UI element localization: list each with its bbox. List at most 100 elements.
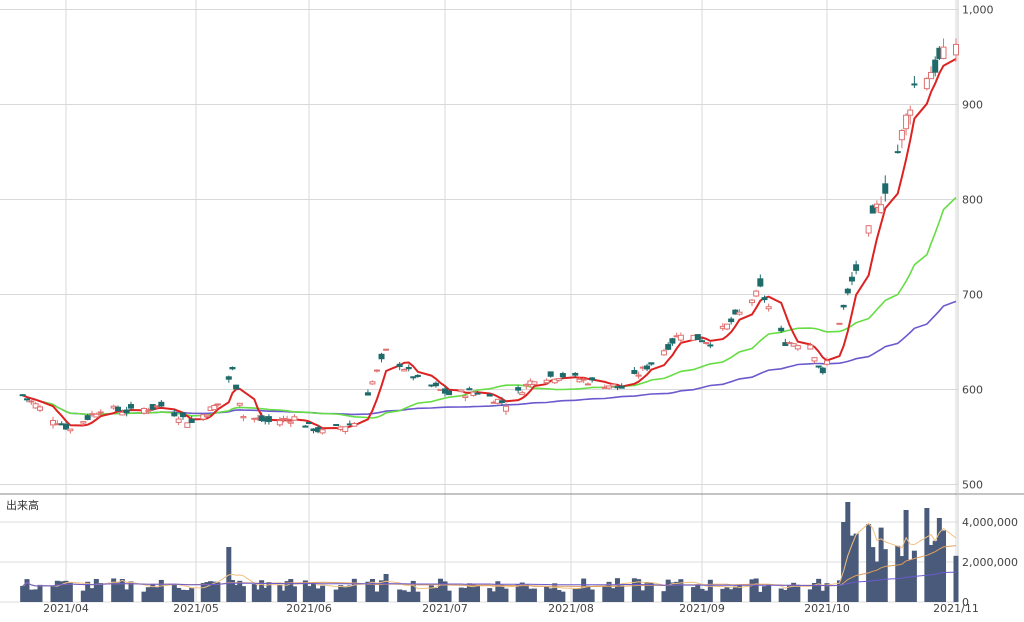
candle-body [175, 418, 182, 423]
candle-body [351, 422, 358, 427]
price-tick-label: 800 [962, 194, 983, 207]
volume-bar [795, 584, 801, 602]
volume-bar [691, 587, 697, 602]
volume-bar [24, 579, 30, 602]
volume-bar [678, 579, 684, 602]
volume-bar [415, 591, 421, 602]
candle-body [677, 334, 684, 341]
candle [145, 407, 152, 415]
candle [547, 371, 554, 378]
candle-body [724, 323, 730, 330]
candle [128, 401, 134, 411]
candle [84, 413, 91, 421]
volume-bar [766, 584, 772, 602]
candle [736, 309, 743, 316]
volume-bar [470, 584, 476, 602]
candle [383, 348, 390, 351]
volume-bar [491, 591, 497, 602]
candle [401, 368, 408, 372]
volume-bar [351, 578, 357, 602]
volume-bar [636, 579, 642, 602]
candle-body [258, 415, 265, 421]
candle [786, 341, 793, 345]
candle [903, 113, 910, 136]
volume-bar [338, 585, 344, 602]
candle [284, 415, 291, 423]
volume-bar [251, 584, 257, 602]
date-tick-label: 2021/10 [804, 602, 850, 615]
volume-bar [941, 530, 947, 602]
candle [171, 409, 178, 417]
volume-bar [262, 587, 268, 602]
candle-body [543, 379, 550, 384]
volume-bar [369, 578, 375, 602]
candle [631, 366, 638, 375]
candle [374, 369, 380, 373]
candle-body [128, 404, 134, 409]
volume-bar [953, 555, 959, 602]
candle [446, 389, 453, 396]
candle-body [707, 344, 714, 347]
candle-body [819, 367, 826, 374]
volume-bar [115, 582, 121, 602]
candle [882, 175, 889, 202]
candle [123, 406, 130, 417]
price-tick-label: 500 [962, 479, 983, 492]
candle [559, 371, 566, 379]
volume-bar [495, 581, 501, 602]
candle-body [807, 344, 814, 350]
volume-bar [379, 580, 385, 602]
candle [757, 274, 764, 288]
candle-body [446, 390, 453, 396]
volume-bar [791, 582, 797, 602]
volume-bar [552, 583, 558, 602]
candle [276, 416, 283, 427]
candle-body [414, 374, 421, 377]
volume-bar [280, 590, 286, 602]
candle-body [853, 264, 860, 271]
candle [229, 366, 236, 371]
candle-body [401, 368, 408, 372]
candle-body [882, 183, 889, 194]
volume-bar [124, 589, 130, 602]
volume-bar [428, 585, 434, 602]
volume-bar [401, 590, 407, 602]
volume-bar [899, 556, 905, 602]
volume-bar [475, 585, 481, 602]
candle-body [898, 130, 905, 141]
volume-bar [778, 588, 784, 602]
candle-body [669, 338, 676, 344]
volume-bar [284, 581, 290, 602]
volume-bar [63, 580, 69, 602]
volume-bar [374, 591, 380, 602]
candle-body [462, 395, 469, 398]
candle [543, 378, 550, 385]
candle-body [405, 366, 412, 370]
volume-bar [28, 589, 34, 602]
price-tick-label: 700 [962, 289, 983, 302]
candle-body [432, 382, 439, 387]
candle-body [474, 392, 481, 395]
candle-body [749, 299, 755, 304]
volume-bar [437, 578, 443, 602]
candle-body [551, 378, 558, 384]
candle-body [63, 423, 69, 430]
medium-ma-line [22, 196, 957, 419]
volume-bar [119, 578, 125, 602]
candle [203, 414, 210, 418]
volume-bar [932, 540, 938, 602]
date-tick-label: 2021/06 [286, 602, 332, 615]
candle-body [333, 424, 340, 427]
volume-bar [259, 580, 265, 602]
volume-bar [807, 589, 813, 602]
volume-average-lines [22, 522, 957, 590]
volume-bar [180, 589, 186, 602]
candle-body [123, 409, 130, 414]
candle [584, 382, 591, 386]
volume-tick-label: 0 [962, 596, 969, 609]
candle [158, 400, 165, 408]
price-tick-label: 600 [962, 384, 983, 397]
candle [378, 352, 385, 363]
volume-bar [787, 585, 792, 602]
volume-bar [836, 580, 842, 602]
